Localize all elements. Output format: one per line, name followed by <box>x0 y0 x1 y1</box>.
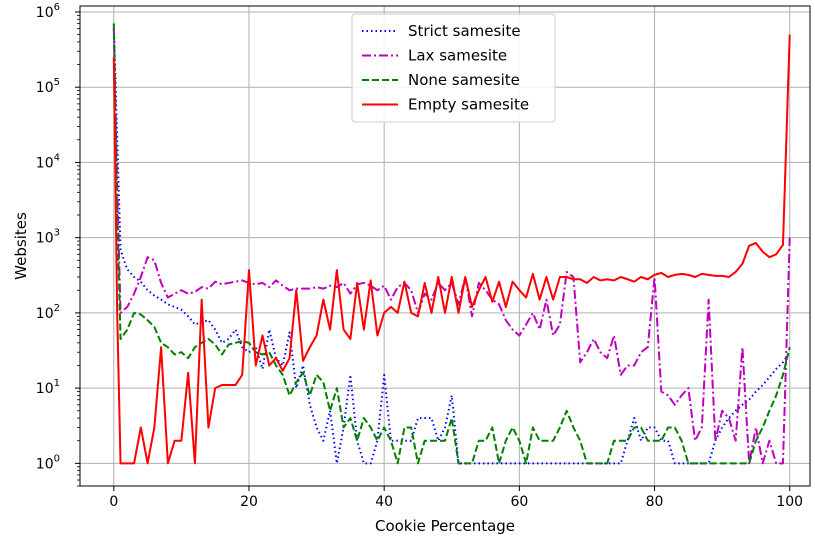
legend-label: None samesite <box>408 71 520 89</box>
y-tick-label: 104 <box>36 152 60 171</box>
x-tick-label: 40 <box>375 494 393 510</box>
y-tick-label: 102 <box>36 303 60 322</box>
y-axis-title: Websites <box>12 212 30 280</box>
x-axis-title: Cookie Percentage <box>375 517 515 535</box>
y-tick-label: 101 <box>36 378 60 397</box>
y-tick-label: 103 <box>36 228 60 247</box>
x-tick-label: 80 <box>646 494 664 510</box>
y-tick-label: 106 <box>36 2 60 21</box>
series-line-none-samesite <box>112 23 791 465</box>
legend-label: Lax samesite <box>408 47 507 65</box>
y-tick-label: 100 <box>36 453 60 472</box>
axis-ticks: 0 20 40 60 80 100 100 101 102 103 104 105 106 <box>36 2 803 510</box>
series-line-lax-samesite <box>112 28 791 465</box>
series-lines <box>112 23 791 465</box>
plot-frame <box>79 5 811 487</box>
x-tick-label: 60 <box>510 494 528 510</box>
series-line-empty-samesite <box>112 34 791 465</box>
series-line-strict-samesite <box>112 23 791 465</box>
x-tick-label: 0 <box>109 494 118 510</box>
y-tick-label: 105 <box>36 77 60 96</box>
legend-label: Empty samesite <box>408 96 529 114</box>
legend-box <box>351 13 556 123</box>
legend: Strict samesite Lax samesite None samesite… <box>351 13 556 123</box>
x-tick-label: 20 <box>240 494 258 510</box>
x-tick-label: 100 <box>776 494 803 510</box>
legend-label: Strict samesite <box>408 22 521 40</box>
